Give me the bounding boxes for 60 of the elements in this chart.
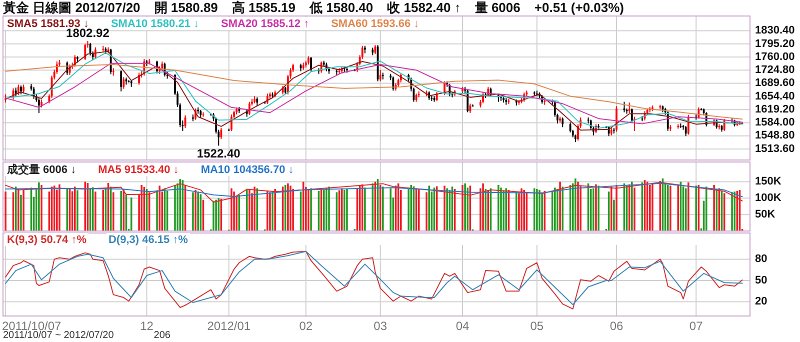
candlestick (684, 126, 687, 137)
x-tick-label: 04 (456, 319, 470, 333)
candlestick (379, 70, 382, 82)
candlestick (122, 76, 125, 90)
y-tick-label: 1584.00 (755, 116, 795, 129)
text: SMA10 1580.21 ↓ (110, 18, 199, 30)
y-tick-label: 50K (755, 208, 776, 220)
candlestick (38, 98, 40, 114)
x-tick-label: 07 (689, 319, 704, 333)
x-tick-label: 06 (610, 319, 624, 333)
x-tick-label: 05 (530, 319, 544, 333)
x-tick-label: 03 (374, 319, 388, 333)
annotation: 1522.40 (196, 146, 241, 161)
series-label: K(9,3) 50.74 ↑% (7, 234, 87, 246)
candlestick (466, 89, 469, 113)
y-tick-label: 50 (755, 274, 768, 286)
text: 開 1580.89 (154, 0, 218, 15)
candlestick (392, 76, 394, 92)
text: 206 (154, 330, 171, 341)
text: SMA20 1585.12 ↑ (221, 18, 310, 30)
y-tick-label: 1760.00 (755, 50, 795, 63)
candlestick (84, 43, 86, 61)
x-tick-label: 12 (140, 319, 154, 333)
y-tick-label: 80 (755, 253, 768, 266)
y-tick-label: 1689.60 (755, 77, 795, 90)
x-tick-label: 02 (299, 319, 313, 333)
candlestick (120, 70, 122, 92)
candlestick (569, 122, 572, 133)
text: SMA60 1593.66 ↓ (331, 18, 420, 30)
series-label: D(9,3) 46.15 ↑% (108, 234, 188, 246)
candlestick (723, 118, 726, 132)
text: 收 1582.40 ↑ (387, 0, 461, 15)
line-series (5, 182, 743, 203)
y-tick-label: 1654.40 (755, 90, 795, 102)
text: 高 1585.19 (232, 0, 296, 15)
text: 2011/10/07 ~ 2012/07/20 (3, 330, 114, 341)
series-label: 成交量 6006 ↓ (6, 163, 76, 176)
candlestick (630, 108, 633, 123)
y-tick-label: 1724.80 (755, 64, 795, 76)
chart-title: 黃金 日線圖 2012/07/20 (2, 0, 140, 15)
candlestick (248, 101, 250, 116)
y-tick-label: 1795.20 (755, 38, 795, 50)
y-tick-label: 100K (755, 192, 782, 204)
y-tick-label: 20 (755, 296, 768, 308)
series-label: MA10 104356.70 ↓ (200, 164, 294, 176)
y-tick-label: 1619.20 (755, 103, 795, 116)
series-label: MA5 91533.40 ↓ (98, 164, 179, 176)
text: +0.51 (+0.03%) (534, 0, 624, 15)
line-series (5, 182, 743, 198)
y-tick-label: 1513.60 (755, 142, 795, 155)
text: SMA5 1581.93 ↓ (7, 18, 89, 30)
text: 低 1580.40 (308, 0, 374, 15)
candlestick (230, 114, 232, 132)
y-tick-label: 150K (755, 176, 782, 188)
y-tick-label: 1830.40 (755, 24, 795, 37)
candlestick (310, 56, 312, 72)
text: 量 6006 (474, 0, 520, 15)
x-tick-label: 2012/01 (207, 319, 251, 333)
y-tick-label: 1548.80 (755, 130, 795, 142)
candlestick (562, 116, 564, 128)
